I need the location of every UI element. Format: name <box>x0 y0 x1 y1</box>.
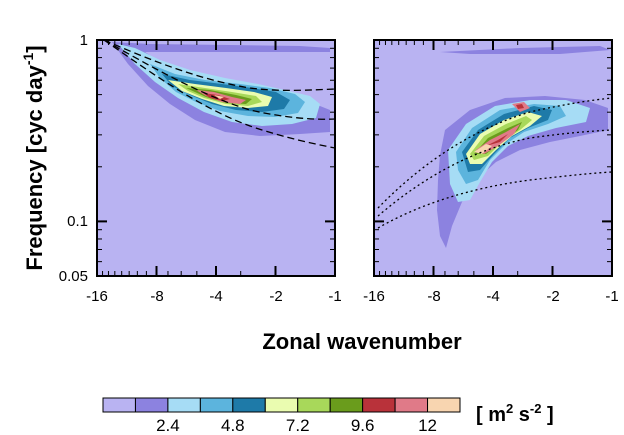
colorbar-swatch <box>362 397 396 413</box>
left-dispersion-curve-1 <box>103 39 336 92</box>
colorbar-units: [ m2 s-2 ] <box>476 401 554 426</box>
left-axis-ticks <box>96 39 336 277</box>
right-contour-level-10 <box>474 144 492 154</box>
y-axis-title-main: Frequency [cyc day <box>22 64 47 270</box>
colorbar-swatch <box>427 397 461 413</box>
units-sup-1: 2 <box>506 401 513 416</box>
left-contour-level-10 <box>214 95 224 99</box>
colorbar-swatch <box>394 397 429 413</box>
right-x-tick-label: -4 <box>486 288 499 305</box>
colorbar-tick-label: 12 <box>418 416 437 435</box>
left-panel <box>96 39 336 277</box>
left-x-tick-label: -16 <box>86 288 108 305</box>
left-contour-level-9 <box>203 93 230 101</box>
colorbar-tick-label: 4.8 <box>221 416 245 435</box>
units-sup-2: -2 <box>530 401 542 416</box>
y-tick-label-0.1: 0.1 <box>67 213 88 230</box>
colorbar-tick-label: 2.4 <box>156 416 180 435</box>
colorbar-swatch <box>329 397 364 413</box>
x-axis-title: Zonal wavenumber <box>262 329 462 354</box>
colorbar-swatch <box>264 397 299 413</box>
units-mid: s <box>513 404 530 426</box>
y-axis-title-exponent: -1 <box>20 53 36 66</box>
right-panel <box>373 39 613 277</box>
left-x-tick-label: -8 <box>150 288 163 305</box>
colorbar-tick-label: 7.2 <box>286 416 310 435</box>
left-panel-background <box>97 40 335 276</box>
colorbar-swatch <box>102 397 136 413</box>
right-x-tick-label: -16 <box>363 288 385 305</box>
right-x-tick-label: -2 <box>546 288 559 305</box>
colorbar: 2.4 4.8 7.2 9.6 12 <box>102 397 461 435</box>
colorbar-swatch <box>232 397 266 413</box>
colorbar-swatch <box>134 397 169 413</box>
units-open: [ m <box>476 404 506 426</box>
left-dispersion-curves <box>103 39 336 149</box>
units-close: ] <box>541 404 553 426</box>
left-dispersion-curve-3 <box>103 39 336 149</box>
y-tick-label-0.05: 0.05 <box>59 268 88 285</box>
y-tick-label-1: 1 <box>80 32 88 49</box>
y-axis-title-end: ] <box>22 45 47 52</box>
right-contour-level-9 <box>486 104 524 146</box>
colorbar-swatch <box>199 397 234 413</box>
right-axis-ticks <box>373 39 613 277</box>
right-contour-level-8 <box>476 102 530 154</box>
left-dispersion-curve-2 <box>103 39 336 120</box>
left-x-tick-label: -2 <box>269 288 282 305</box>
y-axis-title: Frequency [cyc day-1] <box>20 45 47 270</box>
right-x-tick-label: -1 <box>605 288 618 305</box>
right-x-tick-label: -8 <box>427 288 440 305</box>
left-x-tick-label: -1 <box>328 288 341 305</box>
right-contour-level-1 <box>437 46 610 248</box>
colorbar-swatch <box>297 397 331 413</box>
left-x-tick-label: -4 <box>209 288 222 305</box>
colorbar-tick-label: 9.6 <box>351 416 375 435</box>
colorbar-swatch <box>167 397 201 413</box>
